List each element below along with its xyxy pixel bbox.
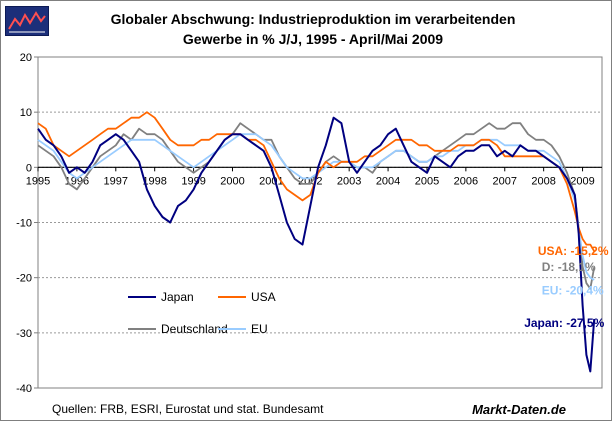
- y-tick-label: -20: [16, 273, 32, 285]
- x-tick-label: 2009: [570, 175, 594, 187]
- grid-lines: [38, 111, 602, 334]
- legend-label: EU: [251, 322, 268, 336]
- x-tick-label: 2008: [531, 175, 555, 187]
- y-tick-label: 20: [20, 52, 32, 64]
- annotation-label: EU: -20,4%: [542, 283, 604, 297]
- annotation-label: Japan: -27,5%: [524, 316, 604, 330]
- chart-title-line2: Gewerbe in % J/J, 1995 - April/Mai 2009: [183, 31, 443, 47]
- legend-label: Deutschland: [161, 322, 228, 336]
- x-tick-label: 1997: [104, 175, 128, 187]
- chart-logo-icon: [5, 6, 49, 36]
- series-line-eu: [37, 133, 595, 281]
- x-tick-label: 1999: [181, 175, 205, 187]
- x-tick-label: 2005: [415, 175, 439, 187]
- x-tick-label: 2003: [337, 175, 361, 187]
- legend-label: USA: [251, 290, 276, 304]
- chart-title-line1: Globaler Abschwung: Industrieproduktion …: [111, 11, 516, 27]
- y-tick-label: 0: [26, 162, 32, 174]
- series-line-usa: [37, 111, 595, 252]
- x-tick-label: 2004: [376, 175, 400, 187]
- y-tick-label: -30: [16, 328, 32, 340]
- annotations: USA: -15,2% D: -18,1% EU: -20,4% Japan: -27…: [524, 244, 609, 330]
- source-note: Quellen: FRB, ESRI, Eurostat und stat. B…: [52, 402, 324, 416]
- y-axis-ticks: -40 -30 -20 -10 0 10 20: [16, 52, 38, 395]
- x-tick-label: 2006: [454, 175, 478, 187]
- x-tick-label: 2000: [220, 175, 244, 187]
- brand-label: Markt-Daten.de: [472, 402, 566, 417]
- legend: Japan USA Deutschland EU: [128, 290, 276, 336]
- x-tick-label: 2007: [493, 175, 517, 187]
- x-tick-label: 1995: [26, 175, 50, 187]
- y-tick-label: -10: [16, 218, 32, 230]
- legend-label: Japan: [161, 290, 194, 304]
- series-line-japan: [37, 116, 596, 373]
- x-tick-label: 1998: [142, 175, 166, 187]
- annotation-label: USA: -15,2%: [538, 244, 609, 258]
- series-lines: [37, 111, 596, 373]
- y-tick-label: -40: [16, 383, 32, 395]
- annotation-label: D: -18,1%: [542, 260, 596, 274]
- x-tick-label: 2001: [259, 175, 283, 187]
- y-tick-label: 10: [20, 107, 32, 119]
